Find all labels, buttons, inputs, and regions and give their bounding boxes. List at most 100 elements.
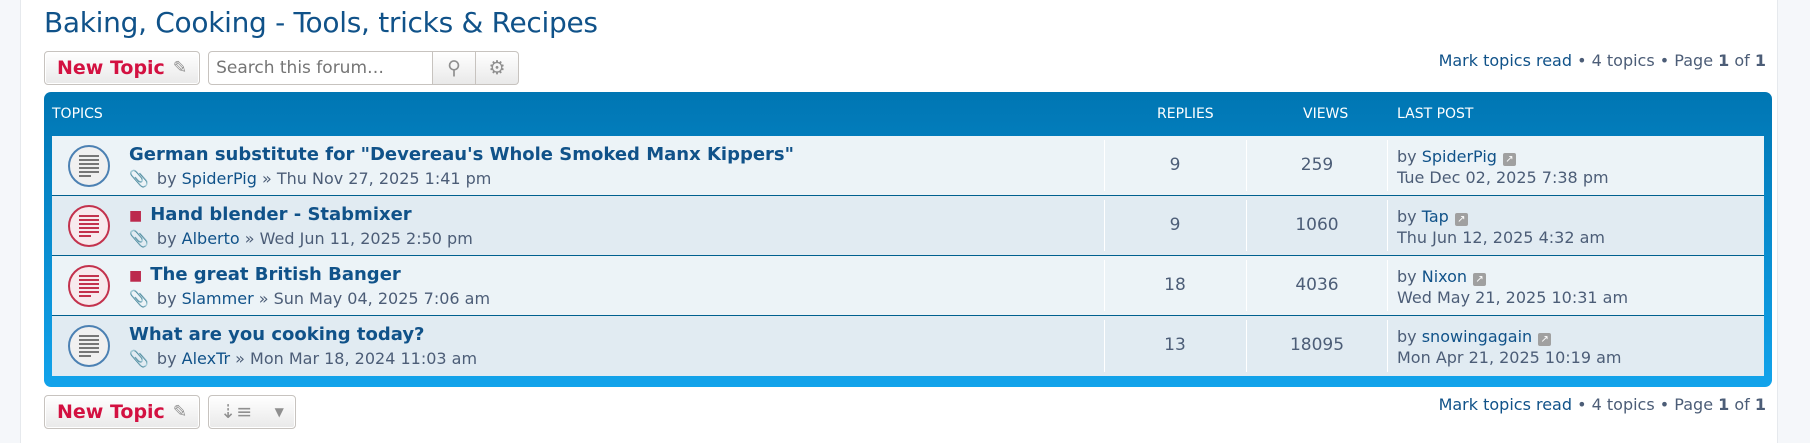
views-count: 259	[1300, 155, 1334, 175]
author-link[interactable]: SpiderPig	[181, 169, 257, 188]
views-count: 4036	[1295, 275, 1339, 295]
attachment-icon: 📎	[129, 289, 149, 308]
replies-count: 13	[1164, 335, 1186, 355]
goto-last-post-icon[interactable]: ↗	[1538, 333, 1552, 346]
last-post-author-link[interactable]: Tap	[1421, 207, 1449, 226]
search-button[interactable]: ⚲	[433, 51, 477, 85]
gear-icon: ⚙	[488, 57, 506, 79]
author-link[interactable]: AlexTr	[181, 349, 231, 368]
by-label: by	[1397, 327, 1422, 346]
topic-meta: 📎 by AlexTr » Mon Mar 18, 2024 11:03 am	[129, 349, 477, 368]
divider	[1387, 200, 1388, 251]
current-page: 1	[1718, 51, 1730, 70]
new-topic-button[interactable]: New Topic ✎	[44, 51, 201, 85]
divider	[1387, 260, 1388, 311]
topic-title-link[interactable]: Hand blender - Stabmixer	[150, 204, 412, 225]
last-post: by SpiderPig ↗ Tue Dec 02, 2025 7:38 pm	[1397, 146, 1609, 188]
author-link[interactable]: Slammer	[181, 289, 254, 308]
topic-title-line: ■ The great British Banger	[129, 264, 401, 285]
post-date: Sun May 04, 2025 7:06 am	[273, 289, 491, 308]
mark-topics-read-link[interactable]: Mark topics read	[1438, 395, 1573, 414]
by-label: by	[156, 229, 182, 248]
divider	[1246, 320, 1247, 372]
header-views: VIEWS	[1303, 106, 1349, 122]
divider	[1104, 200, 1105, 251]
topic-title-line: What are you cooking today?	[129, 324, 425, 345]
current-page: 1	[1718, 395, 1730, 414]
by-label: by	[1397, 147, 1422, 166]
replies-count: 18	[1164, 275, 1186, 295]
topic-count: 4 topics	[1591, 51, 1655, 70]
action-bar-bottom: New Topic ✎ ⇣≡ ▼	[44, 395, 297, 429]
topic-title-link[interactable]: The great British Banger	[150, 264, 401, 285]
search-icon: ⚲	[447, 57, 462, 79]
replies-count: 9	[1169, 215, 1181, 235]
left-gutter	[0, 0, 21, 443]
by-label: by	[156, 349, 182, 368]
search-input[interactable]	[208, 51, 434, 85]
post-date: Wed Jun 11, 2025 2:50 pm	[259, 229, 473, 248]
header-replies: REPLIES	[1157, 106, 1214, 122]
divider	[1387, 140, 1388, 191]
topics-panel: TOPICS REPLIES VIEWS LAST POST German su…	[44, 92, 1772, 387]
last-post: by Nixon ↗ Wed May 21, 2025 10:31 am	[1397, 266, 1628, 308]
topic-title-link[interactable]: What are you cooking today?	[129, 324, 425, 345]
sort-dropdown[interactable]: ⇣≡ ▼	[208, 395, 297, 429]
separator: •	[1572, 51, 1592, 70]
mark-topics-read-link[interactable]: Mark topics read	[1438, 51, 1573, 70]
right-gutter	[1777, 0, 1810, 443]
goto-last-post-icon[interactable]: ↗	[1502, 153, 1516, 166]
goto-last-post-icon[interactable]: ↗	[1473, 273, 1487, 286]
topic-cell: ■ Hand blender - Stabmixer 📎 by Alberto » …	[52, 196, 1104, 255]
last-post-date: Wed May 21, 2025 10:31 am	[1397, 288, 1629, 307]
divider	[1104, 140, 1105, 191]
last-post-date: Thu Jun 12, 2025 4:32 am	[1397, 228, 1605, 247]
of-label: of	[1729, 395, 1755, 414]
header-topics: TOPICS	[52, 106, 103, 122]
hot-topic-icon	[68, 205, 110, 247]
last-post-author-link[interactable]: Nixon	[1421, 267, 1468, 286]
topic-icon	[68, 325, 110, 367]
advanced-search-button[interactable]: ⚙	[476, 51, 520, 85]
header-last-post: LAST POST	[1397, 106, 1474, 122]
page-label: Page	[1674, 395, 1719, 414]
views-count: 1060	[1295, 215, 1339, 235]
divider	[1246, 260, 1247, 311]
pagination-top: Mark topics read • 4 topics • Page 1 of …	[1439, 51, 1766, 70]
sort-icon: ⇣≡	[220, 401, 253, 423]
separator: »	[253, 289, 274, 308]
author-link[interactable]: Alberto	[181, 229, 240, 248]
hot-file-icon: ■	[129, 208, 143, 224]
new-topic-button-bottom[interactable]: New Topic ✎	[44, 395, 201, 429]
separator: •	[1572, 395, 1592, 414]
last-post: by Tap ↗ Thu Jun 12, 2025 4:32 am	[1397, 206, 1605, 248]
topic-cell: What are you cooking today? 📎 by AlexTr »…	[52, 316, 1104, 375]
topic-cell: ■ The great British Banger 📎 by Slammer » …	[52, 256, 1104, 315]
forum-title[interactable]: Baking, Cooking - Tools, tricks & Recipe…	[44, 6, 598, 39]
total-pages: 1	[1754, 395, 1766, 414]
topics-header: TOPICS REPLIES VIEWS LAST POST	[52, 92, 1764, 136]
views-count: 18095	[1289, 335, 1345, 355]
hot-topic-icon	[68, 265, 110, 307]
total-pages: 1	[1754, 51, 1766, 70]
topic-row: ■ Hand blender - Stabmixer 📎 by Alberto » …	[52, 196, 1764, 256]
by-label: by	[156, 289, 182, 308]
last-post-author-link[interactable]: SpiderPig	[1421, 147, 1497, 166]
last-post-date: Tue Dec 02, 2025 7:38 pm	[1397, 168, 1609, 187]
chevron-down-icon: ▼	[274, 405, 284, 419]
last-post-author-link[interactable]: snowingagain	[1421, 327, 1533, 346]
by-label: by	[156, 169, 182, 188]
hot-file-icon: ■	[129, 268, 143, 284]
topic-title-link[interactable]: German substitute for "Devereau's Whole …	[129, 144, 795, 165]
separator: •	[1654, 51, 1675, 70]
attachment-icon: 📎	[129, 349, 149, 368]
goto-last-post-icon[interactable]: ↗	[1454, 213, 1468, 226]
divider	[1246, 200, 1247, 251]
separator: »	[230, 349, 251, 368]
separator: »	[239, 229, 260, 248]
pencil-icon: ✎	[172, 58, 188, 78]
divider	[1104, 320, 1105, 372]
by-label: by	[1397, 267, 1422, 286]
page-label: Page	[1674, 51, 1719, 70]
topic-title-line: ■ Hand blender - Stabmixer	[129, 204, 412, 225]
